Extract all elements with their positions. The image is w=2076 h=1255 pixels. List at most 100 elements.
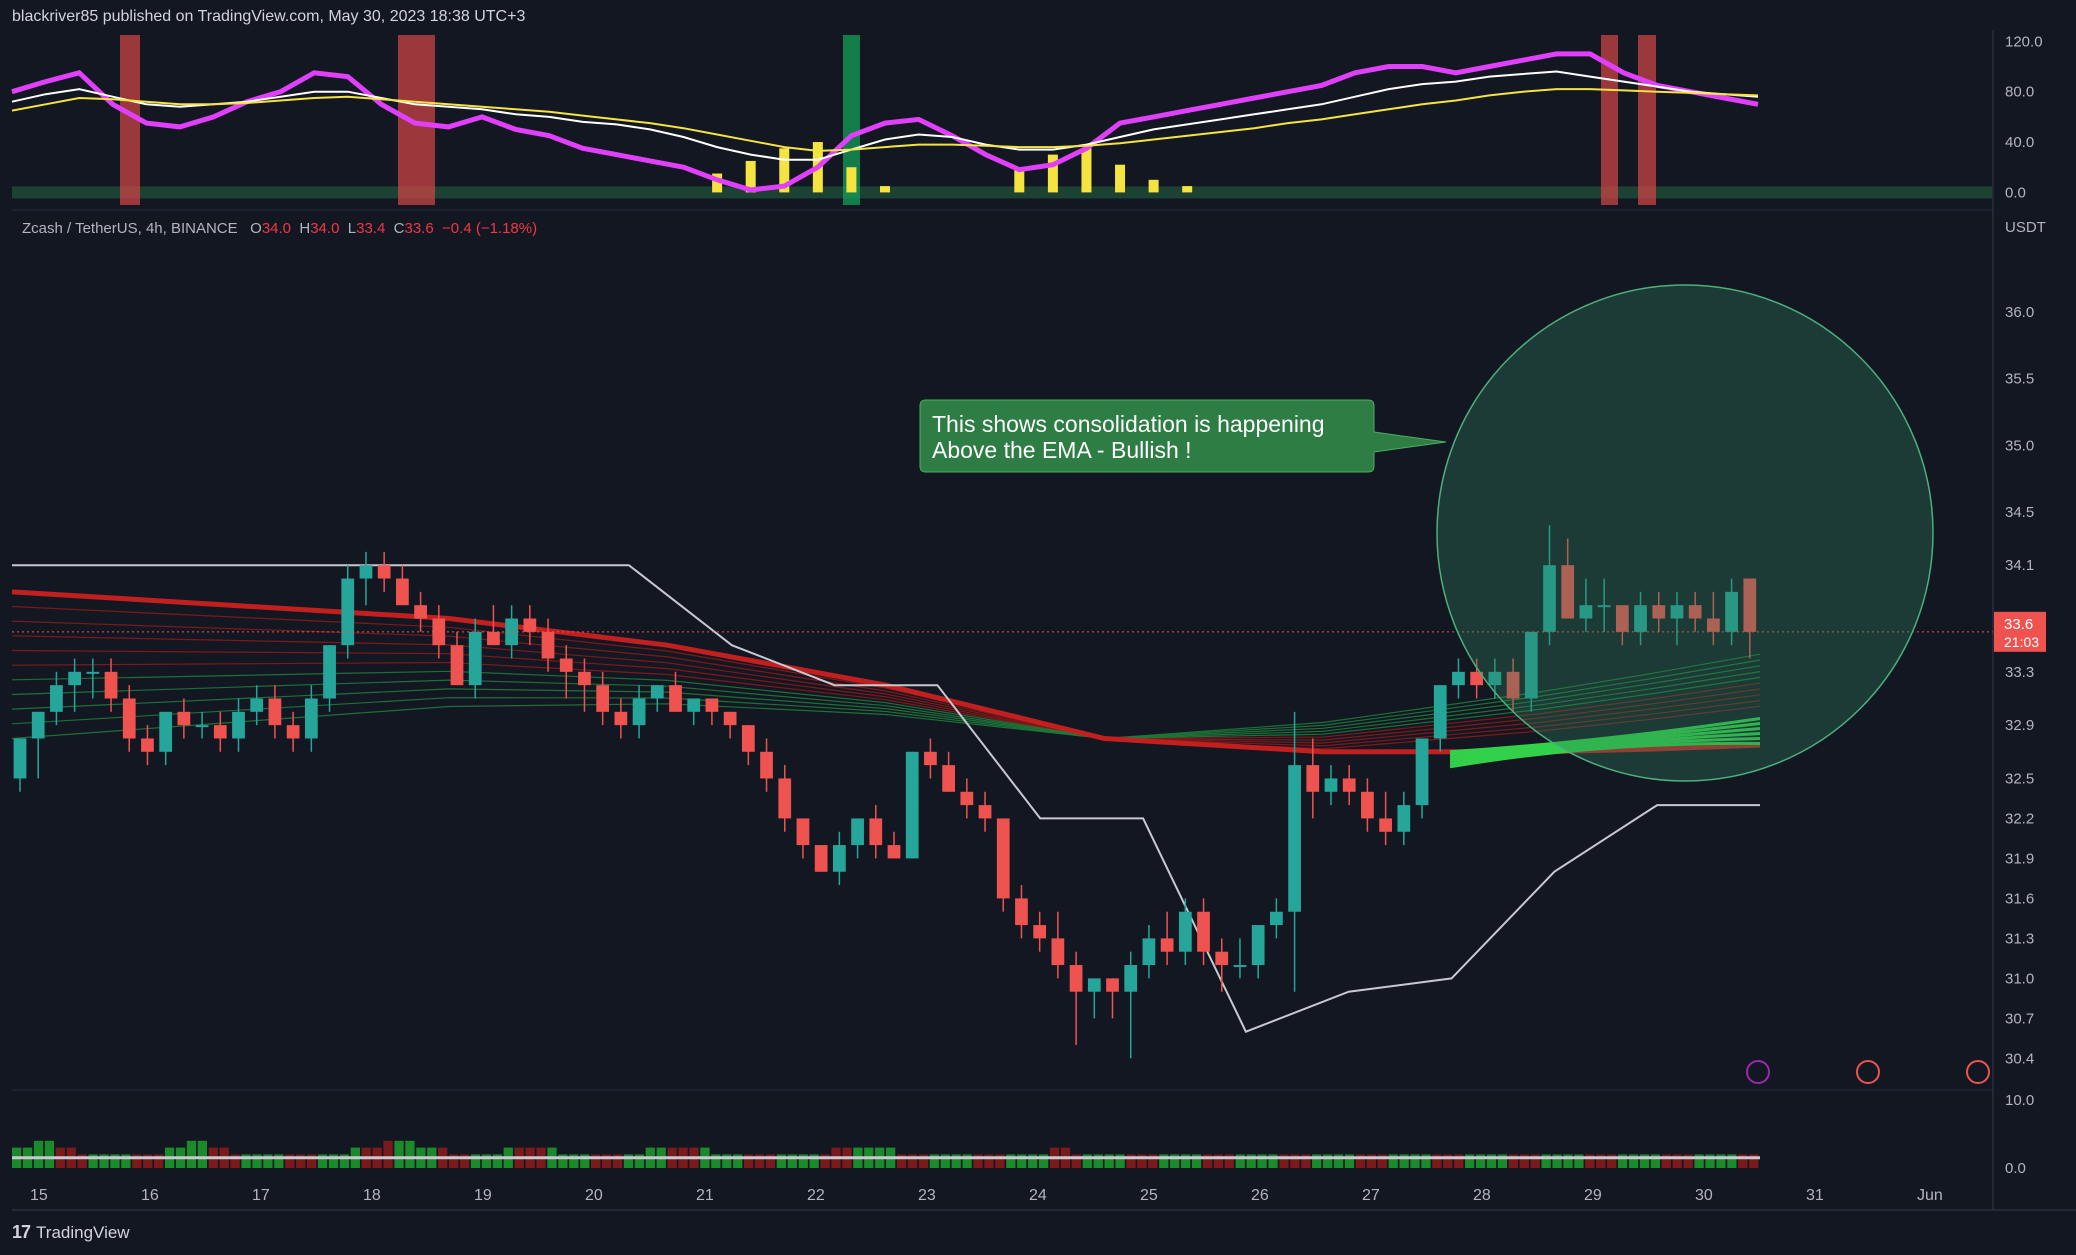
osc-bar <box>712 173 723 193</box>
time-tick-label: 16 <box>141 1187 159 1204</box>
volume-bar <box>1082 1154 1092 1168</box>
volume-bar <box>580 1154 590 1168</box>
volume-bar <box>623 1154 634 1168</box>
candle-body <box>268 698 282 726</box>
high-value: 34.0 <box>310 220 340 237</box>
volume-bar <box>1028 1154 1038 1168</box>
candle-body <box>1306 765 1320 792</box>
candle-body <box>632 698 646 726</box>
candle-body <box>1743 578 1757 632</box>
volume-bar <box>1749 1154 1759 1168</box>
candle-body <box>377 565 391 579</box>
volume-bar <box>1563 1154 1573 1168</box>
volume-bar <box>1541 1154 1551 1168</box>
candle-body <box>323 645 336 699</box>
volume-bar <box>132 1154 142 1168</box>
volume-bar <box>1279 1154 1289 1168</box>
volume-bar <box>787 1154 797 1168</box>
volume-bar <box>1301 1154 1311 1168</box>
volume-bar <box>1191 1154 1202 1168</box>
candle-body <box>468 631 482 686</box>
candle-body <box>86 671 100 674</box>
annotation-line1: This shows consolidation is happening <box>932 411 1325 437</box>
volume-bar <box>907 1154 918 1168</box>
osc-tick-label: 0.0 <box>2005 184 2026 201</box>
candle-body <box>978 805 992 819</box>
volume-bar <box>820 1154 830 1168</box>
volume-bar <box>296 1154 306 1168</box>
candle-body <box>578 671 591 686</box>
volume-bar <box>929 1154 939 1168</box>
volume-tick-label: 0.0 <box>2005 1160 2026 1177</box>
osc-highlight-red <box>1638 35 1656 205</box>
candle-body <box>1033 925 1047 939</box>
candle-body <box>960 791 974 806</box>
candle-body <box>1415 738 1429 806</box>
candle-body <box>523 618 537 632</box>
volume-bar <box>612 1154 623 1168</box>
volume-bar <box>121 1154 131 1168</box>
annotation-line2: Above the EMA - Bullish ! <box>932 437 1192 463</box>
volume-bar <box>274 1154 284 1168</box>
candle-body <box>104 671 118 699</box>
volume-bar <box>1552 1154 1562 1168</box>
volume-bar <box>1421 1154 1431 1168</box>
volume-bar <box>1071 1154 1082 1168</box>
candle-body <box>141 738 154 752</box>
low-value: 33.4 <box>356 220 386 237</box>
volume-bar <box>285 1154 295 1168</box>
candle-body <box>869 818 883 846</box>
time-tick-label: 18 <box>363 1187 381 1204</box>
close-label: C <box>393 220 405 237</box>
volume-bar <box>481 1154 492 1168</box>
last-price-label: 33.6 <box>2004 616 2033 633</box>
candle-body <box>669 685 682 712</box>
volume-bar <box>1202 1154 1213 1168</box>
candle-body <box>1452 671 1465 686</box>
volume-bar <box>143 1154 153 1168</box>
candle-body <box>414 605 427 619</box>
brand-name: TradingView <box>36 1222 130 1242</box>
high-label: H <box>299 220 311 237</box>
candle-body <box>1543 565 1556 632</box>
volume-bar <box>1224 1154 1234 1168</box>
candle-body <box>450 645 464 686</box>
volume-bar <box>394 1140 404 1168</box>
price-tick-label: 31.3 <box>2005 930 2034 947</box>
volume-bar <box>110 1154 120 1168</box>
volume-bar <box>1213 1154 1224 1168</box>
candle-body <box>359 565 373 579</box>
ribbon-line <box>11 620 1761 747</box>
volume-bar <box>33 1140 44 1168</box>
candle-body <box>1470 671 1484 686</box>
symbol-legend: Zcash / TetherUS, 4h, BINANCE O34.0 H34.… <box>22 220 537 237</box>
volume-bar <box>44 1140 55 1168</box>
volume-bar <box>470 1154 481 1168</box>
volume-bar <box>1683 1154 1693 1168</box>
osc-bar <box>745 160 756 193</box>
candle-body <box>1069 965 1083 992</box>
candle-body <box>1379 818 1392 832</box>
candle-body <box>650 685 664 699</box>
volume-bar <box>1377 1154 1387 1168</box>
candle-body <box>1142 938 1156 966</box>
osc-bar <box>880 186 890 193</box>
candle-body <box>1270 911 1283 926</box>
ribbon-bull-line <box>1449 721 1761 757</box>
volume-bar <box>1716 1154 1726 1168</box>
price-tick-label: 34.1 <box>2005 557 2034 574</box>
volume-bar <box>1661 1154 1671 1168</box>
candle-body <box>1342 778 1356 792</box>
volume-bar <box>405 1140 415 1168</box>
time-tick-label: 25 <box>1140 1187 1158 1204</box>
volume-bar <box>1454 1154 1464 1168</box>
time-tick-label: 23 <box>918 1187 936 1204</box>
time-tick-label: 15 <box>30 1187 48 1204</box>
candle-body <box>924 751 937 766</box>
volume-bar <box>328 1154 339 1168</box>
volume-bar <box>1170 1154 1180 1168</box>
volume-bar <box>591 1154 601 1168</box>
candle-body <box>13 738 27 779</box>
volume-bar <box>1290 1154 1300 1168</box>
